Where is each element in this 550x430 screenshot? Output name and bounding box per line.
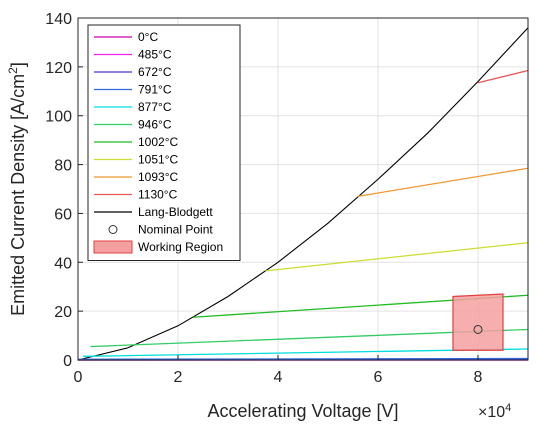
legend-swatch-marker: [108, 225, 118, 234]
y-axis-label: Emitted Current Density [A/cm2]: [6, 62, 28, 316]
legend: 0°C 485°C 672°C 791°C 877°C 946°C 1002°C 1051°C…: [87, 24, 241, 261]
x-axis-exponent-power: 4: [505, 402, 511, 414]
x-tick-label: 8: [474, 369, 483, 386]
lang-blodgett-line: [77, 27, 529, 361]
legend-entry-label: 1002°C: [138, 135, 178, 149]
legend-entry-label: 877°C: [138, 100, 172, 114]
legend-entry-label: 791°C: [138, 83, 172, 97]
series-line: [477, 69, 529, 84]
legend-swatch-patch: [93, 240, 133, 254]
x-tick-label: 0: [74, 369, 83, 386]
x-tick-label: 4: [274, 369, 283, 386]
legend-entry-label: 1093°C: [138, 170, 178, 184]
legend-entry-label: 1130°C: [138, 188, 178, 202]
series-line: [265, 242, 529, 272]
working-region-layer: [452, 293, 504, 351]
series-line: [357, 167, 529, 197]
y-tick-label: 100: [45, 109, 72, 126]
legend-box: [87, 24, 241, 261]
legend-entry-label: 946°C: [138, 118, 172, 132]
nominal-point-marker: [473, 324, 483, 334]
y-tick-label: 40: [54, 255, 72, 272]
axes-box: [77, 17, 529, 361]
legend-entry-label: 672°C: [138, 65, 172, 79]
legend-entry-label: Lang-Blodgett: [138, 205, 213, 219]
legend-entry-label: 485°C: [138, 48, 172, 62]
legend-entry-label: Working Region: [138, 240, 223, 254]
y-tick-label: 0: [63, 353, 72, 370]
nominal-point-layer: [473, 324, 483, 334]
legend-entry-label: Nominal Point: [138, 223, 213, 237]
x-axis-exponent: ×104: [478, 402, 511, 421]
y-tick-label: 80: [54, 158, 72, 175]
legend-entry-label: 0°C: [138, 30, 158, 44]
y-tick-label: 20: [54, 304, 72, 321]
series-line: [77, 357, 529, 360]
x-axis-label: Accelerating Voltage [V]: [207, 401, 398, 421]
y-axis-label-superscript: 2: [6, 67, 20, 74]
x-tick-label: 2: [174, 369, 183, 386]
x-tick-label: 6: [374, 369, 383, 386]
legend-entry-label: 1051°C: [138, 153, 178, 167]
working-region: [452, 293, 504, 351]
y-tick-label: 60: [54, 206, 72, 223]
y-tick-label: 140: [45, 11, 72, 28]
y-tick-label: 120: [45, 60, 72, 77]
